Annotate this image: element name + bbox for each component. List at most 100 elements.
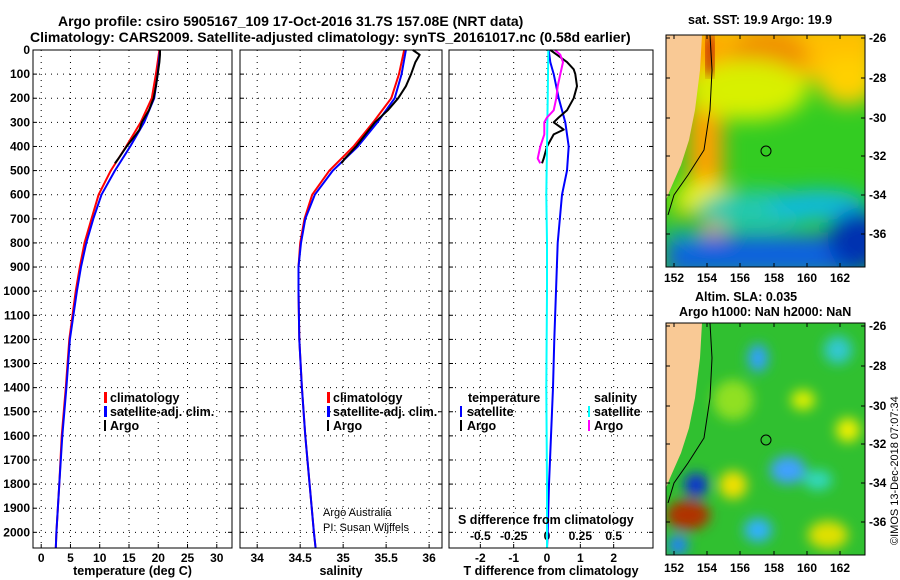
temperature-profile-panel: 0 5 10 15 20 25 300100200300400500600700800900… xyxy=(3,43,233,578)
y-tick-label: 1800 xyxy=(3,477,30,491)
s-difference-axis-label: S difference from climatology xyxy=(458,513,634,527)
x-tick-label: 30 xyxy=(210,551,224,565)
lat-tick-label: -30 xyxy=(869,399,887,413)
lat-tick-label: -28 xyxy=(869,359,887,373)
x-tick-label: 1 xyxy=(577,551,584,565)
legend-swatch-climatology xyxy=(104,392,107,403)
lat-tick-label: -34 xyxy=(869,476,887,490)
plot-frame xyxy=(448,49,654,549)
x-tick-label: 0 xyxy=(38,551,45,565)
bathymetry-contour xyxy=(667,323,713,504)
legend-swatch-s-satellite xyxy=(588,406,590,417)
legend-label-s-argo: Argo xyxy=(594,419,624,433)
x-axis-label: temperature (deg C) xyxy=(73,564,192,578)
x2-tick-label: -0.25 xyxy=(500,529,528,543)
x-tick-label: 25 xyxy=(181,551,195,565)
lat-tick-label: -32 xyxy=(869,437,887,451)
map-column: sat. SST: 19.9 Argo: 19.9 A xyxy=(664,13,887,575)
lon-tick-label: 152 xyxy=(664,561,684,575)
y-tick-label: 1500 xyxy=(3,405,30,419)
credit-text: Argo Australia xyxy=(323,507,392,519)
map-axes: 152 154 156 158 160 162 -26 -28 -30 -32 -34 -36 152 1… xyxy=(664,31,887,575)
y-tick-label: 2000 xyxy=(3,525,30,539)
x-tick-label: 15 xyxy=(122,551,136,565)
legend-swatch-climatology xyxy=(327,392,330,403)
x-axis-label: salinity xyxy=(319,564,362,578)
x-tick-label: 0 xyxy=(544,551,551,565)
sst-map xyxy=(666,35,865,267)
y-tick-label: 500 xyxy=(10,164,30,178)
y-tick-label: 1700 xyxy=(3,453,30,467)
x-tick-label: -1 xyxy=(508,551,519,565)
lon-tick-label: 152 xyxy=(664,271,684,285)
y-tick-label: 1200 xyxy=(3,332,30,346)
legend-swatch-s-argo xyxy=(588,420,590,431)
legend-label-satellite: satellite-adj. clim. xyxy=(110,405,214,419)
x-tick-label: 34 xyxy=(251,551,265,565)
x2-tick-label: 0.25 xyxy=(569,529,593,543)
legend-swatch-satellite xyxy=(104,406,107,417)
legend-label-satellite: satellite-adj. clim. xyxy=(333,405,437,419)
lat-tick-label: -32 xyxy=(869,149,887,163)
x2-tick-label: 0.5 xyxy=(605,529,622,543)
x-tick-label: 35 xyxy=(336,551,350,565)
x-tick-label: 20 xyxy=(152,551,166,565)
x-tick-label: 34.5 xyxy=(288,551,312,565)
argo-position-marker xyxy=(760,434,772,446)
legend-header-temperature: temperature xyxy=(468,391,540,405)
legend-swatch-t-satellite xyxy=(460,406,462,417)
sst-map-frame xyxy=(665,34,866,268)
land-australia xyxy=(666,35,702,200)
series-line-climatology xyxy=(297,49,406,549)
x-tick-label: 36 xyxy=(422,551,436,565)
series-line-salinity-argo xyxy=(536,49,564,164)
y-tick-label: 800 xyxy=(10,236,30,250)
lon-tick-label: 154 xyxy=(697,561,717,575)
legend-label-t-argo: Argo xyxy=(467,419,497,433)
difference-legend: temperature satellite Argo salinity sate… xyxy=(458,391,641,527)
x-tick-label: 5 xyxy=(67,551,74,565)
y-tick-label: 700 xyxy=(10,212,30,226)
y-tick-label: 0 xyxy=(23,43,30,57)
x-axis-label: T difference from climatology xyxy=(463,564,638,578)
temperature-legend: climatology satellite-adj. clim. Argo xyxy=(104,391,214,433)
series-line-temperature-argo xyxy=(541,49,578,164)
salinity-legend: climatology satellite-adj. clim. Argo Ar… xyxy=(323,391,437,534)
legend-label-argo: Argo xyxy=(333,419,363,433)
lat-tick-label: -36 xyxy=(869,227,887,241)
series-line-argo xyxy=(340,49,421,164)
legend-header-salinity: salinity xyxy=(594,391,637,405)
lon-tick-label: 156 xyxy=(730,271,750,285)
lon-tick-label: 160 xyxy=(797,271,817,285)
sla-map xyxy=(666,323,865,555)
lon-tick-label: 158 xyxy=(764,561,784,575)
sst-map-title: sat. SST: 19.9 Argo: 19.9 xyxy=(688,13,832,27)
land-australia xyxy=(666,323,702,488)
legend-label-climatology: climatology xyxy=(110,391,180,405)
difference-profile-panel: -2 -1 0 1 2-0.5 -0.25 0 0.25 0.5T difference fro… xyxy=(448,49,654,578)
lat-tick-label: -26 xyxy=(869,31,887,45)
series-line-satellite-adj-clim- xyxy=(54,49,161,549)
plot-frame xyxy=(32,49,233,549)
title-line-1: Argo profile: csiro 5905167_109 17-Oct-2… xyxy=(58,13,523,29)
legend-swatch-t-argo xyxy=(460,420,462,431)
legend-label-climatology: climatology xyxy=(333,391,403,405)
pi-text: PI: Susan Wijffels xyxy=(323,522,409,534)
copyright-text: ©IMOS 13-Dec-2018 07:07:34 xyxy=(889,396,900,545)
y-tick-label: 400 xyxy=(10,139,30,153)
legend-label-s-satellite: satellite xyxy=(594,405,641,419)
y-tick-label: 100 xyxy=(10,67,30,81)
y-tick-label: 1600 xyxy=(3,429,30,443)
lon-tick-label: 156 xyxy=(730,561,750,575)
lat-tick-label: -30 xyxy=(869,111,887,125)
bathymetry-contour xyxy=(667,35,713,216)
legend-swatch-argo xyxy=(327,420,329,431)
title-line-2: Climatology: CARS2009. Satellite-adjuste… xyxy=(30,29,631,45)
lat-tick-label: -28 xyxy=(869,71,887,85)
series-line-temperature-satellite xyxy=(546,49,570,549)
legend-swatch-satellite xyxy=(327,406,330,417)
y-tick-label: 200 xyxy=(10,91,30,105)
lon-tick-label: 160 xyxy=(797,561,817,575)
x-tick-label: -2 xyxy=(475,551,486,565)
